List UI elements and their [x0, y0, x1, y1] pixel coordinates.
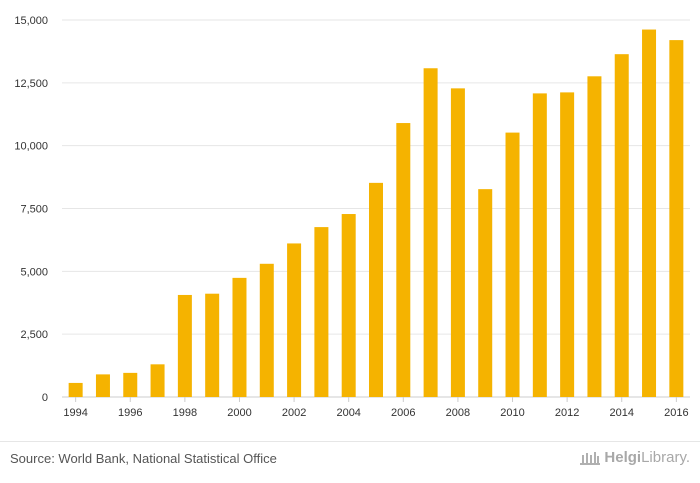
- bars: [68, 29, 684, 398]
- bar-1995[interactable]: [95, 374, 110, 397]
- helgilibrary-logo[interactable]: Helgi Library.: [579, 449, 690, 466]
- bar-2010[interactable]: [505, 132, 520, 397]
- y-axis-ticks: 0 2,500 5,000 7,500 10,000 12,500 15,000: [14, 15, 48, 404]
- y-tick-label: 10,000: [14, 141, 48, 153]
- bar-2009[interactable]: [478, 189, 493, 397]
- y-tick-label: 2,500: [20, 329, 48, 341]
- bar-2004[interactable]: [341, 214, 356, 397]
- bar-2014[interactable]: [614, 54, 629, 397]
- x-tick-label: 1996: [118, 407, 142, 419]
- bar-2007[interactable]: [423, 68, 438, 398]
- x-tick-label: 2014: [609, 407, 633, 419]
- x-tick-label: 2016: [664, 407, 688, 419]
- bar-2016[interactable]: [669, 40, 684, 398]
- x-axis-ticks: 1994 1996 1998 2000 2002 2004 2006 2008 2010 2012…: [63, 397, 689, 419]
- x-tick-label: 2006: [391, 407, 415, 419]
- bar-1997[interactable]: [150, 364, 165, 397]
- bar-2000[interactable]: [232, 277, 247, 397]
- bar-1998[interactable]: [177, 294, 192, 397]
- bar-2005[interactable]: [369, 182, 383, 397]
- bar-2012[interactable]: [560, 92, 575, 397]
- bar-2006[interactable]: [396, 123, 411, 398]
- bar-2008[interactable]: [450, 88, 465, 397]
- bar-2011[interactable]: [532, 93, 547, 397]
- y-tick-label: 0: [42, 392, 48, 404]
- x-tick-label: 2000: [227, 407, 251, 419]
- x-tick-label: 2012: [555, 407, 579, 419]
- source-note: Source: World Bank, National Statistical…: [10, 451, 277, 466]
- footer-divider: [0, 441, 700, 442]
- bar-1996[interactable]: [123, 372, 138, 397]
- bar-2003[interactable]: [314, 227, 329, 397]
- bar-2001[interactable]: [259, 263, 274, 397]
- y-tick-label: 15,000: [14, 15, 48, 27]
- library-building-icon: [580, 451, 601, 465]
- bar-1999[interactable]: [205, 293, 220, 397]
- y-tick-label: 7,500: [20, 204, 48, 216]
- x-tick-label: 2002: [282, 407, 306, 419]
- bar-2002[interactable]: [287, 243, 302, 397]
- brand-name-light: Library.: [641, 449, 690, 466]
- x-tick-label: 2004: [336, 407, 360, 419]
- x-tick-label: 1994: [63, 407, 87, 419]
- bar-2015[interactable]: [642, 29, 657, 398]
- y-tick-label: 5,000: [20, 266, 48, 278]
- x-tick-label: 1998: [173, 407, 197, 419]
- bar-1994[interactable]: [68, 382, 83, 397]
- x-tick-label: 2008: [446, 407, 470, 419]
- bar-2013[interactable]: [587, 76, 602, 397]
- y-tick-label: 12,500: [14, 78, 48, 90]
- x-tick-label: 2010: [500, 407, 524, 419]
- brand-name-bold: Helgi: [604, 449, 642, 466]
